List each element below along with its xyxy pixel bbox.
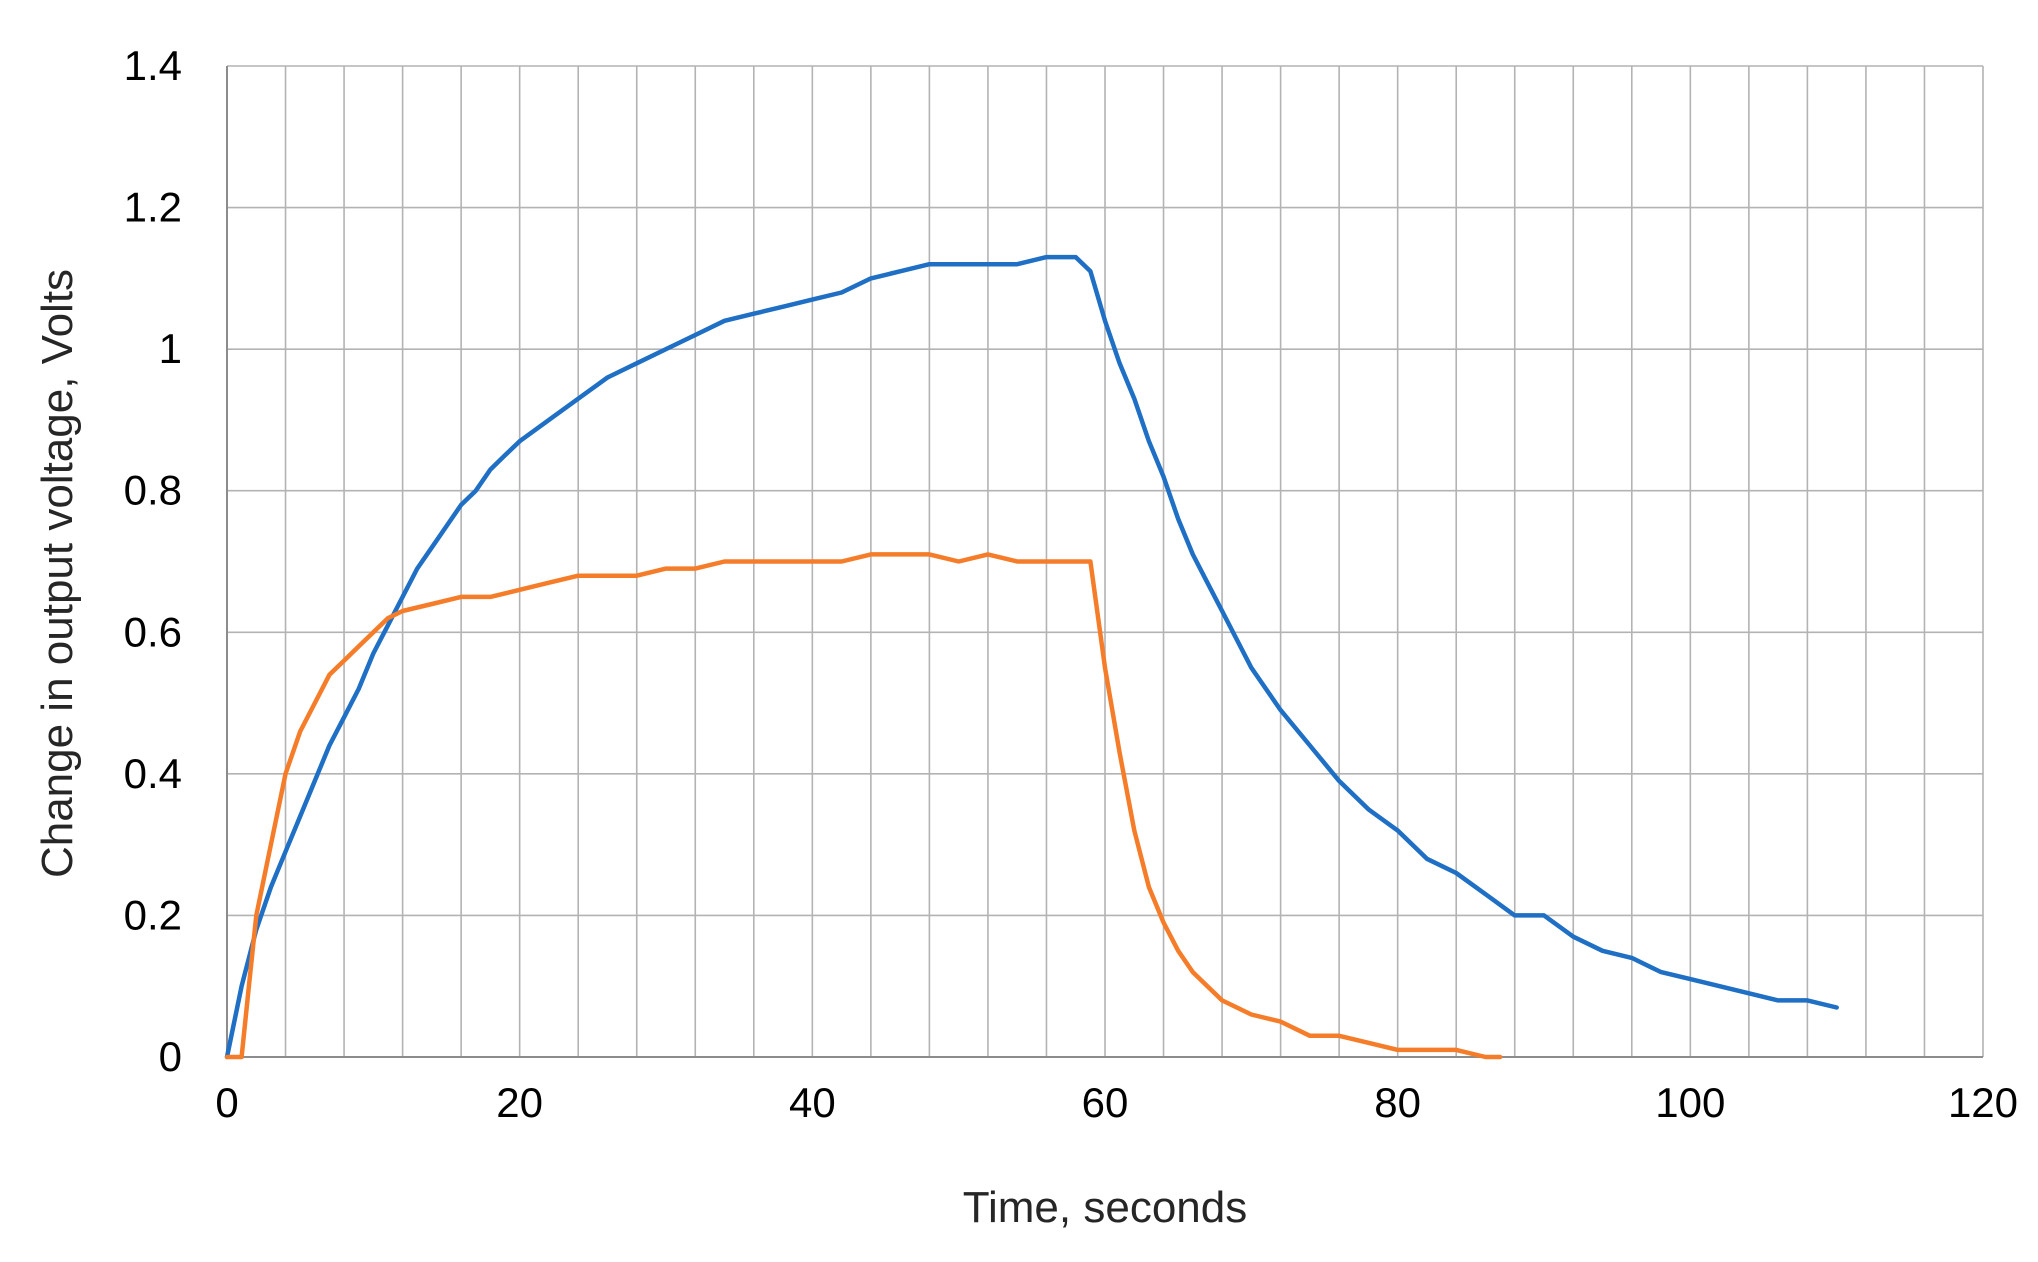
- tick-labels: 0 20 40 60 80 100 120 0 0.2 0.4 0.6 0.8 1 1.2 1.4: [124, 42, 2018, 1126]
- x-tick-label: 120: [1948, 1079, 2018, 1126]
- series-lines: [224, 254, 1839, 1060]
- x-tick-label: 80: [1374, 1079, 1421, 1126]
- x-tick-label: 100: [1655, 1079, 1725, 1126]
- y-axis-title: Change in output voltage, Volts: [33, 269, 82, 878]
- axes: [226, 66, 1983, 1058]
- x-axis-title: Time, seconds: [963, 1183, 1247, 1232]
- y-tick-label: 1.4: [124, 42, 182, 89]
- y-tick-label: 0.2: [124, 891, 182, 938]
- y-tick-label: 0.6: [124, 608, 182, 655]
- y-tick-label: 0.8: [124, 467, 182, 514]
- gridlines: [226, 65, 1984, 1058]
- series-line-2: [224, 552, 1503, 1060]
- x-tick-label: 40: [789, 1079, 836, 1126]
- x-tick-label: 60: [1082, 1079, 1129, 1126]
- x-tick-label: 0: [215, 1079, 238, 1126]
- y-tick-label: 0: [159, 1033, 182, 1080]
- x-tick-label: 20: [496, 1079, 543, 1126]
- y-tick-label: 0.4: [124, 750, 182, 797]
- series-line-1: [224, 254, 1839, 1060]
- y-tick-label: 1.2: [124, 184, 182, 231]
- y-tick-label: 1: [159, 325, 182, 372]
